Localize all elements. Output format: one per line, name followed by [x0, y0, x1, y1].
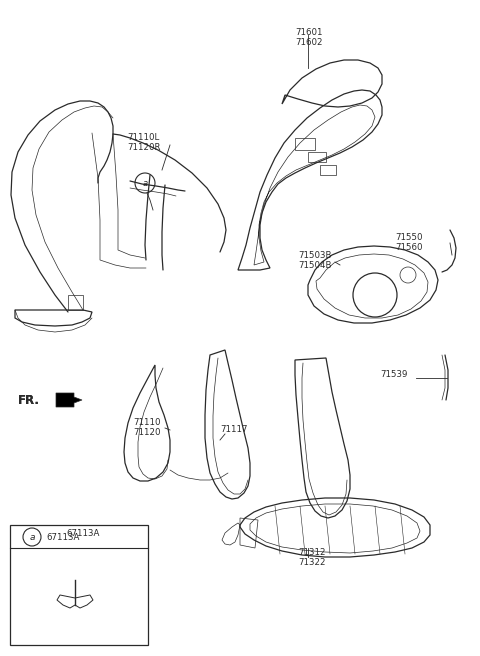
- Text: 71117: 71117: [220, 425, 248, 434]
- Text: a: a: [143, 178, 147, 188]
- Circle shape: [353, 273, 397, 317]
- Text: 71550
71560: 71550 71560: [395, 233, 422, 253]
- Text: 67113A: 67113A: [46, 533, 79, 541]
- Text: 71110L
71120R: 71110L 71120R: [127, 133, 160, 152]
- Bar: [10, 525, 148, 645]
- Text: 67113A: 67113A: [66, 529, 99, 537]
- Text: 71539: 71539: [380, 370, 408, 379]
- Text: 71601
71602: 71601 71602: [295, 28, 323, 47]
- Polygon shape: [56, 393, 82, 407]
- Text: 71110
71120: 71110 71120: [133, 418, 160, 438]
- Text: FR.: FR.: [18, 394, 40, 407]
- Circle shape: [400, 267, 416, 283]
- Text: 71503B
71504B: 71503B 71504B: [298, 251, 332, 270]
- Text: 71312
71322: 71312 71322: [298, 548, 325, 567]
- Text: FR.: FR.: [18, 394, 40, 407]
- Text: a: a: [29, 533, 35, 541]
